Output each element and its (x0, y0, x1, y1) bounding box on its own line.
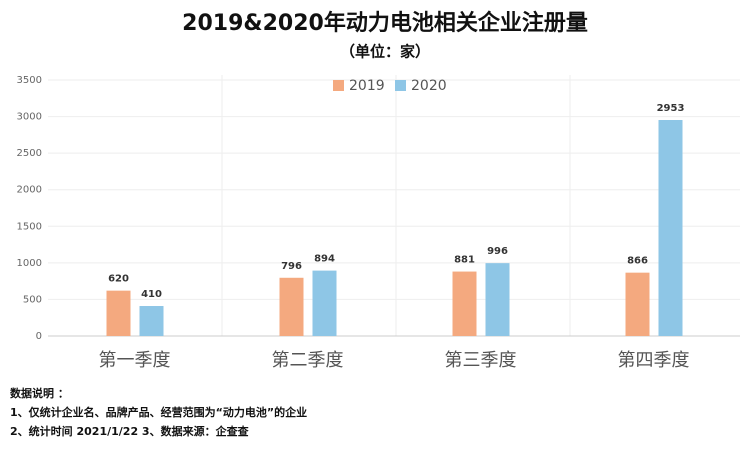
note: 1、仅统计企业名、品牌产品、经营范围为“动力电池”的企业 (10, 405, 307, 419)
data-label: 894 (314, 254, 335, 265)
data-label: 881 (454, 255, 475, 266)
x-tick-label: 第四季度 (618, 350, 690, 371)
x-tick-label: 第三季度 (445, 350, 517, 371)
y-tick-label: 2500 (17, 148, 42, 159)
bar (312, 270, 337, 336)
x-tick-label: 第二季度 (272, 350, 344, 371)
note: 2、统计时间 2021/1/22 3、数据来源：企查查 (10, 424, 249, 438)
data-label: 996 (487, 246, 508, 257)
bar (452, 271, 477, 336)
y-tick-label: 3000 (17, 112, 42, 123)
chart-subtitle: （单位：家） (340, 43, 430, 61)
chart-title: 2019&2020年动力电池相关企业注册量 (182, 10, 588, 36)
bar (625, 272, 650, 336)
data-label: 620 (108, 274, 129, 285)
note: 数据说明 ： (10, 386, 69, 400)
y-tick-label: 3500 (17, 75, 42, 86)
legend-swatch (395, 80, 406, 91)
x-tick-label: 第一季度 (99, 350, 171, 371)
legend-swatch (333, 80, 344, 91)
y-tick-label: 0 (36, 331, 42, 342)
legend-label: 2020 (411, 78, 447, 94)
y-tick-label: 500 (23, 294, 42, 305)
data-label: 2953 (657, 103, 685, 114)
bar (485, 263, 510, 336)
bar (279, 277, 304, 336)
y-tick-label: 2000 (17, 185, 42, 196)
bar (139, 306, 164, 336)
data-label: 410 (141, 289, 162, 300)
bar (106, 290, 131, 336)
y-tick-label: 1000 (17, 258, 42, 269)
data-label: 866 (627, 256, 648, 267)
legend-label: 2019 (349, 78, 385, 94)
data-label: 796 (281, 261, 302, 272)
y-tick-label: 1500 (17, 221, 42, 232)
bar (658, 120, 683, 336)
